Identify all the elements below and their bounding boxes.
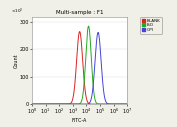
Y-axis label: Count: Count — [13, 53, 18, 68]
X-axis label: FITC-A: FITC-A — [72, 118, 87, 123]
Legend: BLANK, ISO, GPI: BLANK, ISO, GPI — [140, 17, 162, 34]
Title: Multi-sample : F1: Multi-sample : F1 — [56, 10, 103, 15]
Text: $\times10^2$: $\times10^2$ — [11, 6, 23, 16]
